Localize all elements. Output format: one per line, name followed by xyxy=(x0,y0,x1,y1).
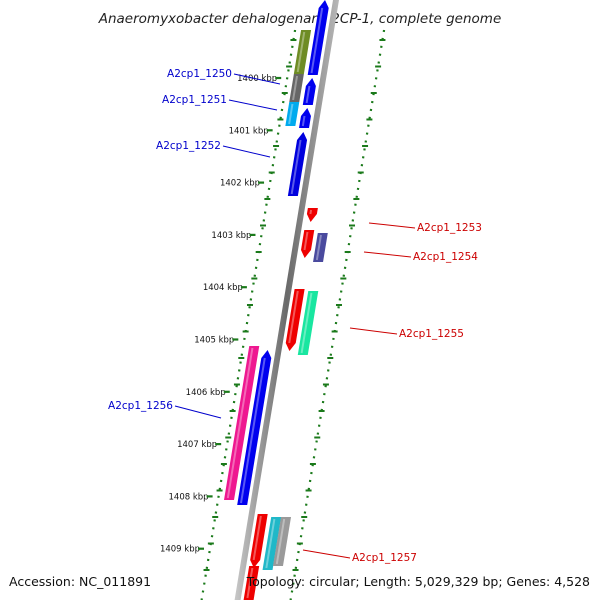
gene-highlight xyxy=(315,234,322,261)
gene-feature xyxy=(287,132,308,196)
gene-feature xyxy=(302,78,316,105)
gene-highlight xyxy=(301,115,306,127)
gene-highlight xyxy=(275,518,286,565)
gene-label: A2cp1_1251 xyxy=(162,94,227,106)
gene-feature xyxy=(262,517,282,570)
gene-feature xyxy=(243,566,260,600)
gene-feature xyxy=(285,289,305,351)
right-dotted-track xyxy=(289,29,386,600)
gene-feature xyxy=(250,514,268,568)
tick-label: 1401 kbp xyxy=(229,126,269,136)
gene-highlight xyxy=(246,567,254,599)
gene-highlight xyxy=(252,515,262,561)
gene-highlight xyxy=(288,290,299,344)
backbone-line xyxy=(234,0,339,600)
gene-label: A2cp1_1252 xyxy=(156,140,221,152)
gene-feature xyxy=(293,30,312,74)
gene-highlight xyxy=(296,31,306,73)
label-leader-line xyxy=(228,99,278,111)
summary-text: Topology: circular; Length: 5,029,329 bp… xyxy=(246,574,590,589)
label-leader-line xyxy=(368,222,416,229)
tick-label: 1403 kbp xyxy=(211,231,251,241)
gene-label: A2cp1_1255 xyxy=(399,328,464,340)
label-leader-line xyxy=(302,549,351,559)
left-dotted-track xyxy=(200,29,297,600)
tick-label: 1402 kbp xyxy=(220,179,260,189)
map-title: Anaeromyxobacter dehalogenans 2CP-1, com… xyxy=(98,11,502,27)
gene-highlight xyxy=(309,209,313,215)
gene-feature xyxy=(289,74,304,102)
gene-feature xyxy=(297,291,319,355)
gene-label: A2cp1_1253 xyxy=(417,222,482,234)
gene-feature xyxy=(301,230,315,258)
gene-label: A2cp1_1256 xyxy=(108,400,173,412)
gene-feature xyxy=(307,0,329,75)
label-leader-line xyxy=(363,251,412,258)
gene-highlight xyxy=(310,7,324,74)
gene-highlight xyxy=(303,231,309,251)
tick-label: 1405 kbp xyxy=(194,336,234,346)
gene-highlight xyxy=(300,292,313,354)
label-leader-line xyxy=(233,73,281,85)
gene-feature xyxy=(313,233,328,262)
gene-feature xyxy=(237,350,272,505)
gene-highlight xyxy=(292,75,299,101)
gene-label: A2cp1_1257 xyxy=(352,552,417,564)
gene-highlight xyxy=(240,357,266,504)
gene-highlight xyxy=(305,85,311,104)
gene-highlight xyxy=(288,103,294,125)
gene-highlight xyxy=(226,347,254,499)
gene-feature xyxy=(272,517,292,566)
label-leader-line xyxy=(174,405,222,419)
label-leader-line xyxy=(222,145,271,158)
gene-feature xyxy=(224,346,260,500)
gene-feature xyxy=(306,208,318,222)
tick-label: 1406 kbp xyxy=(186,388,226,398)
gene-label: A2cp1_1254 xyxy=(413,251,478,263)
gene-highlight xyxy=(290,139,302,195)
gene-feature xyxy=(299,108,311,128)
tick-label: 1409 kbp xyxy=(160,545,200,555)
accession-text: Accession: NC_011891 xyxy=(9,574,151,589)
gene-label: A2cp1_1250 xyxy=(167,68,232,80)
gene-highlight xyxy=(265,518,276,569)
label-leader-line xyxy=(349,327,398,335)
gene-feature xyxy=(285,102,300,126)
tick-label: 1407 kbp xyxy=(177,440,217,450)
tick-label: 1404 kbp xyxy=(203,283,243,293)
tick-label: 1408 kbp xyxy=(169,492,209,502)
